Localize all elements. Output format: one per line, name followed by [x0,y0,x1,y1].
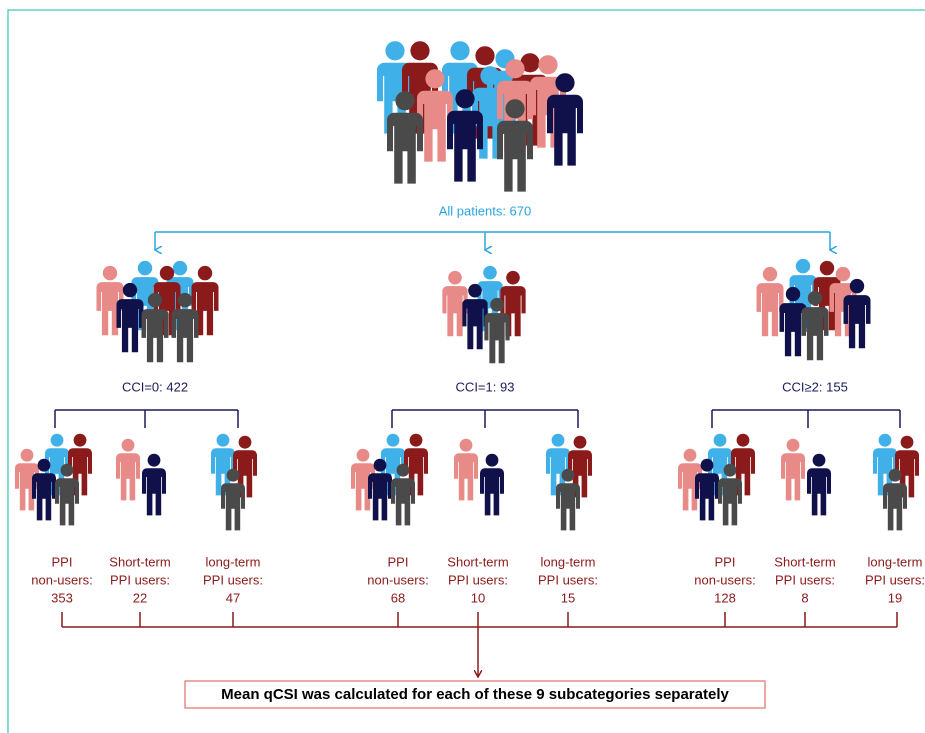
subgroup-label: PPI [715,554,736,569]
people-icons [15,41,919,530]
subgroup-label: PPI [388,554,409,569]
subgroup-label: 19 [888,590,902,605]
subgroup-label: long-term [868,554,923,569]
subgroup-label: PPI users: [775,572,835,587]
subgroup-label: Short-term [109,554,170,569]
person-icon [116,439,140,501]
person-icon [757,267,784,336]
subgroup-label: 68 [391,590,405,605]
person-icon [142,454,166,516]
subgroup-label: PPI users: [865,572,925,587]
subgroup-label: 353 [51,590,73,605]
subgroup-label: 128 [714,590,736,605]
subgroup-label: 15 [561,590,575,605]
subgroup-label: PPI users: [110,572,170,587]
footer-text: Mean qCSI was calculated for each of the… [221,686,729,703]
subgroup-label: 22 [133,590,147,605]
subgroup-label: non-users: [31,572,92,587]
person-icon [781,439,805,501]
subgroup-label: 47 [226,590,240,605]
subgroup-label: PPI users: [203,572,263,587]
group-label: CCI=0: 422 [122,379,188,394]
subgroup-label: long-term [541,554,596,569]
person-icon [454,439,478,501]
diagram: All patients: 670 Mean qCSI was calculat… [0,0,925,733]
root-label: All patients: 670 [439,203,532,218]
subgroup-label: 8 [801,590,808,605]
subgroup-label: long-term [206,554,261,569]
subgroup-label: non-users: [694,572,755,587]
person-icon [807,454,831,516]
subgroup-label: PPI users: [538,572,598,587]
group-label: CCI=1: 93 [456,379,515,394]
person-icon [480,454,504,516]
subgroup-label: PPI [52,554,73,569]
subgroup-label: PPI users: [448,572,508,587]
subgroup-label: Short-term [774,554,835,569]
subgroup-label: Short-term [447,554,508,569]
subgroup-label: non-users: [367,572,428,587]
group-label: CCI≥2: 155 [782,379,848,394]
subgroup-label: 10 [471,590,485,605]
